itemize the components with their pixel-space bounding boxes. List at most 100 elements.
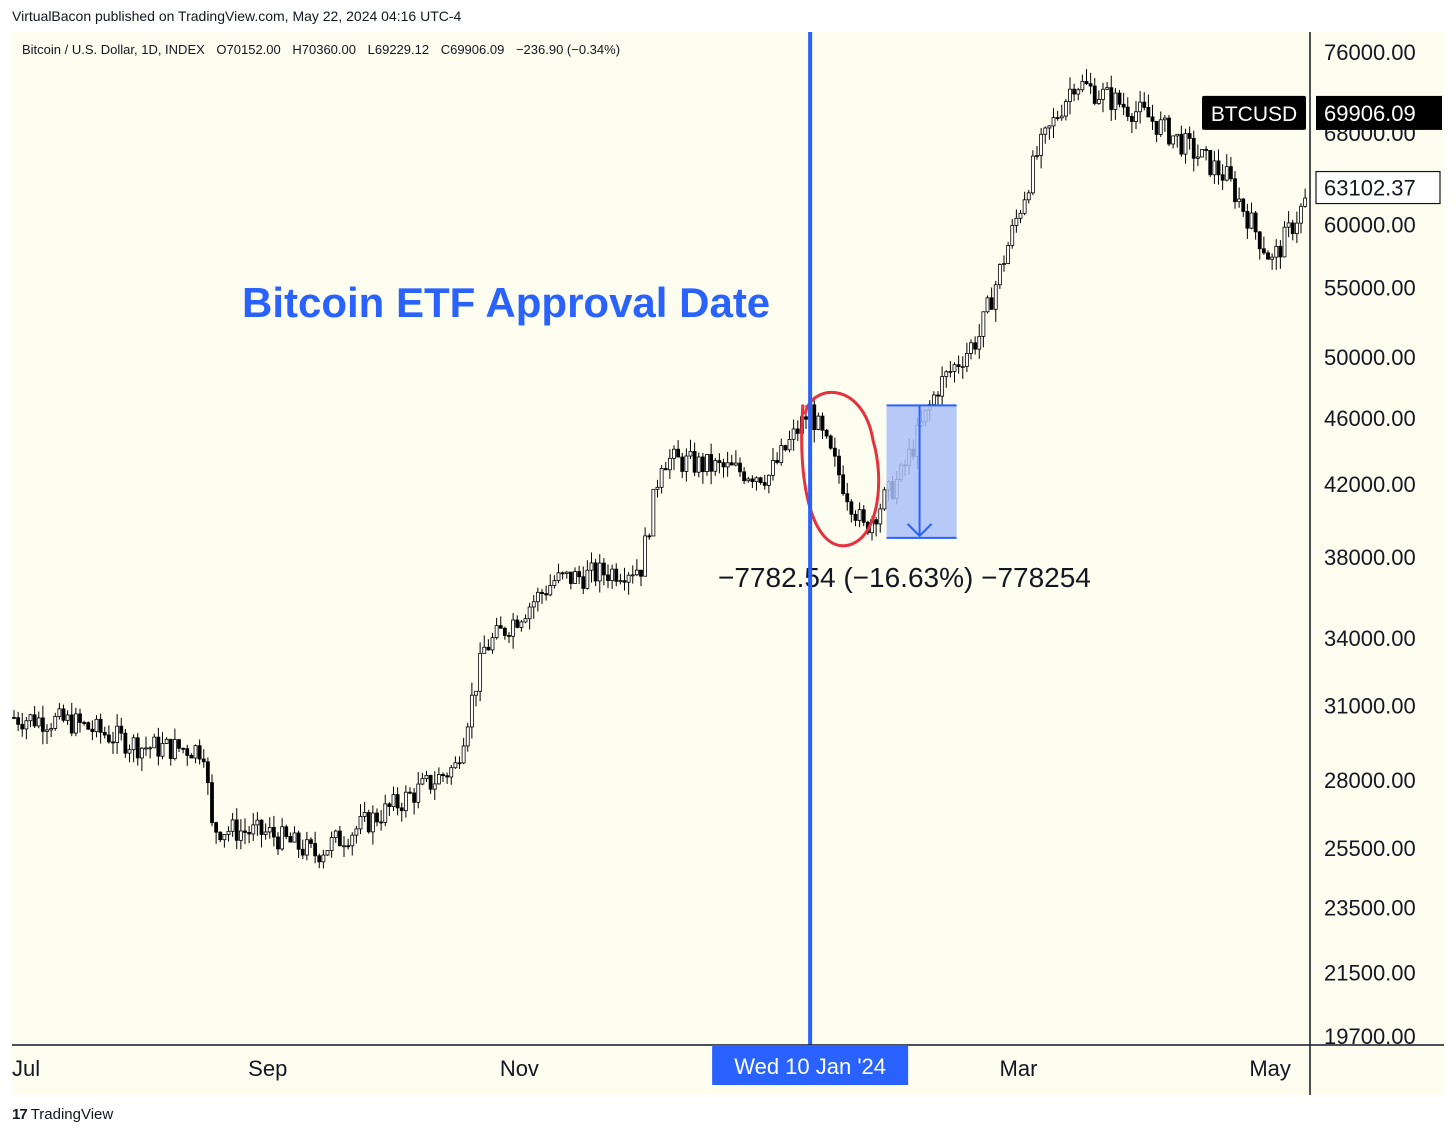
candle-body: [787, 438, 792, 451]
candle: [32, 706, 37, 729]
price-chart[interactable]: −7782.54 (−16.63%) −778254 Bitcoin ETF Ap…: [12, 32, 1444, 1095]
candle: [1179, 125, 1184, 157]
candle-body: [1253, 212, 1258, 233]
candle: [383, 794, 388, 827]
candle: [395, 787, 400, 816]
candle: [304, 831, 309, 861]
candle-body: [1200, 149, 1204, 158]
candle: [284, 824, 289, 840]
time-tick-label: Mar: [1000, 1056, 1038, 1081]
candle-body: [606, 574, 610, 581]
chart-area[interactable]: −7782.54 (−16.63%) −778254 Bitcoin ETF Ap…: [12, 32, 1444, 1095]
candle: [40, 705, 45, 745]
candle: [931, 391, 936, 407]
candle: [832, 437, 837, 467]
candle: [1183, 128, 1188, 164]
ohlc-legend: Bitcoin / U.S. Dollar, 1D, INDEX O70152.…: [22, 42, 628, 57]
candle-body: [1249, 212, 1254, 229]
candle: [771, 448, 775, 481]
candle-body: [1113, 92, 1118, 110]
price-tick-label: 28000.00: [1324, 768, 1416, 793]
candle-body: [754, 477, 759, 482]
candle-body: [193, 745, 198, 759]
candle: [362, 801, 367, 822]
candle-body: [189, 755, 194, 759]
candle: [795, 420, 800, 442]
candle-body: [597, 562, 602, 582]
candle-body: [342, 845, 346, 848]
candle: [944, 370, 949, 388]
candle-body: [651, 488, 656, 537]
candle: [144, 736, 148, 756]
candle: [783, 444, 788, 452]
candle: [1303, 188, 1308, 208]
candle-body: [65, 714, 70, 721]
candle-body: [263, 831, 268, 835]
candle: [663, 461, 668, 471]
price-tick-label: 42000.00: [1324, 472, 1416, 497]
candle: [24, 717, 29, 740]
candle-body: [1278, 245, 1283, 258]
candle: [948, 361, 953, 378]
candle-body: [733, 462, 738, 466]
candle: [1088, 72, 1093, 94]
candle: [111, 731, 115, 754]
crosshair-date-badge: [712, 1045, 909, 1085]
candle: [263, 823, 268, 840]
candle: [1245, 203, 1250, 239]
measure-box: [886, 405, 957, 538]
candle: [1224, 154, 1229, 182]
candle: [1233, 171, 1237, 209]
candle: [412, 788, 417, 815]
candle-body: [626, 574, 631, 583]
candle: [573, 567, 577, 584]
candle-body: [123, 732, 128, 754]
candle-body: [931, 394, 936, 405]
candle: [1191, 130, 1196, 172]
candle-body: [791, 428, 796, 440]
candle: [370, 805, 375, 845]
price-tick-label: 38000.00: [1324, 545, 1416, 570]
candle: [354, 825, 359, 844]
candle-body: [795, 428, 800, 434]
candle: [1084, 69, 1089, 85]
candle-body: [115, 725, 120, 743]
candle-body: [383, 803, 388, 823]
candle: [647, 533, 652, 540]
open-value: O70152.00: [216, 42, 281, 57]
candle: [519, 620, 524, 632]
candle-body: [1286, 222, 1291, 228]
candle-body: [824, 429, 829, 437]
candle-body: [775, 460, 780, 463]
candle: [424, 770, 429, 782]
price-tick-label: 34000.00: [1324, 626, 1416, 651]
candle: [420, 772, 425, 786]
candle-body: [717, 460, 722, 464]
candle: [1026, 190, 1031, 204]
candle: [1290, 219, 1295, 241]
candle: [1204, 146, 1209, 161]
candle: [630, 565, 635, 584]
candle: [416, 772, 421, 809]
candle: [717, 453, 722, 474]
candle: [601, 558, 606, 586]
candle-body: [304, 839, 309, 856]
candle-body: [655, 486, 660, 490]
candle: [973, 336, 978, 355]
candle-body: [1063, 101, 1068, 117]
tradingview-brand[interactable]: 17 TradingView: [12, 1106, 113, 1123]
publish-info: VirtualBacon published on TradingView.co…: [12, 8, 462, 24]
candle-body: [940, 376, 945, 397]
candle: [498, 616, 503, 629]
candle-body: [771, 460, 775, 476]
candle: [738, 457, 742, 477]
candle-body: [449, 767, 454, 778]
candle: [164, 737, 169, 744]
candle-body: [680, 456, 685, 472]
candle: [556, 563, 561, 584]
candle: [820, 412, 825, 440]
candle: [82, 720, 87, 726]
candle: [12, 710, 16, 720]
candle: [515, 615, 520, 629]
candle-body: [160, 743, 165, 757]
